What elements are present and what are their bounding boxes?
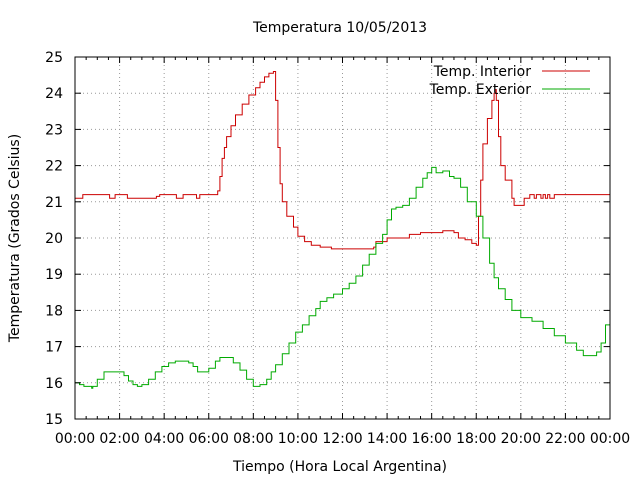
x-axis-ticks: 00:00 02:00 04:00 06:00 08:00 10:00 12:00 14:00… [55,57,630,447]
x-tick-label: 12:00 [322,431,362,447]
x-tick-label: 14:00 [367,431,407,447]
y-axis-label: Temperatura (Grados Celsius) [7,134,23,343]
y-tick-label: 19 [45,267,63,283]
interior-series-line [75,71,611,250]
y-tick-label: 17 [45,340,63,356]
x-tick-label: 16:00 [411,431,451,447]
y-tick-label: 21 [45,195,63,211]
legend: Temp. Interior Temp. Exterior [429,64,590,98]
x-tick-label: 00:00 [590,431,630,447]
chart-title: Temperatura 10/05/2013 [252,20,427,36]
x-tick-label: 02:00 [99,431,139,447]
x-tick-label: 04:00 [144,431,184,447]
series-layer [75,71,611,389]
x-tick-label: 22:00 [545,431,585,447]
y-tick-label: 24 [45,86,63,102]
x-tick-label: 08:00 [233,431,273,447]
x-tick-label: 06:00 [189,431,229,447]
x-tick-label: 20:00 [501,431,541,447]
y-tick-label: 25 [45,50,63,66]
y-tick-label: 20 [45,231,63,247]
y-tick-label: 23 [45,122,63,138]
x-tick-label: 00:00 [55,431,95,447]
y-tick-label: 16 [45,376,63,392]
grid [75,57,610,419]
y-tick-label: 15 [45,412,63,428]
x-axis-label: Tiempo (Hora Local Argentina) [232,459,447,475]
y-tick-label: 18 [45,303,63,319]
y-tick-label: 22 [45,159,63,175]
legend-label: Temp. Interior [433,64,532,80]
legend-label: Temp. Exterior [429,82,532,98]
y-axis-ticks: 15 16 17 18 19 20 21 22 23 24 25 [45,50,610,428]
exterior-series-line [75,166,611,389]
x-tick-label: 18:00 [456,431,496,447]
x-tick-label: 10:00 [278,431,318,447]
